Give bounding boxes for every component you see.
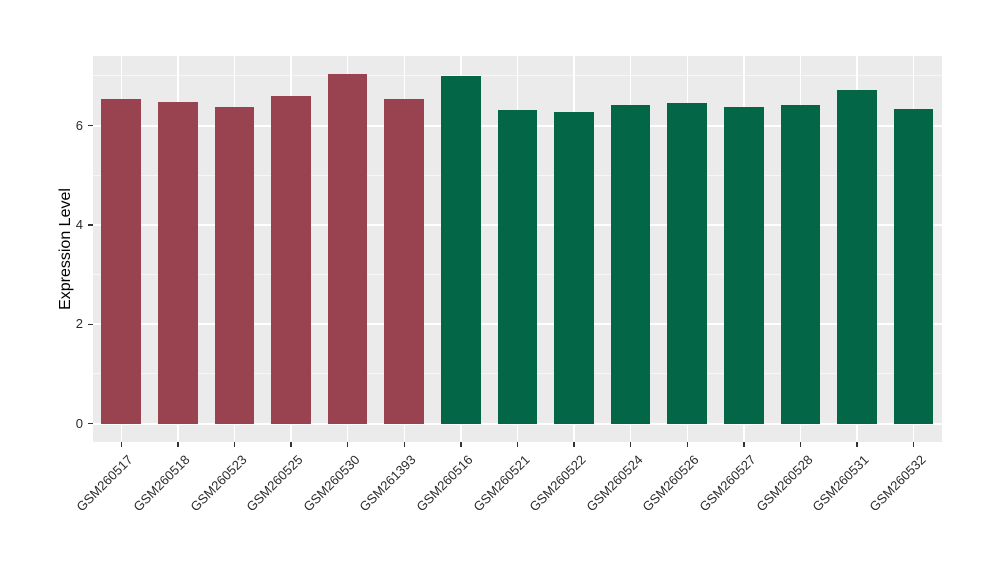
x-tick-mark	[460, 442, 462, 447]
x-tick-mark	[573, 442, 575, 447]
bar-GSM260525	[271, 96, 311, 424]
x-tick-mark	[856, 442, 858, 447]
x-tick-mark	[120, 442, 123, 447]
x-tick-mark	[290, 442, 292, 447]
y-tick-mark	[88, 323, 93, 325]
x-tick-mark	[799, 442, 802, 447]
bar-GSM260531	[837, 90, 877, 424]
x-tick-label-GSM260517: GSM260517	[73, 452, 136, 515]
y-tick-mark	[88, 124, 93, 127]
x-tick-mark	[516, 442, 519, 447]
x-tick-mark	[177, 442, 179, 447]
y-tick-mark	[88, 224, 93, 226]
bar-GSM260523	[214, 106, 255, 424]
bar-GSM260532	[893, 109, 934, 424]
x-tick-mark	[686, 442, 689, 447]
y-tick-label: 4	[75, 216, 83, 232]
x-tick-mark	[233, 442, 236, 447]
bar-GSM260522	[554, 112, 594, 424]
bar-GSM260527	[724, 106, 764, 424]
x-tick-mark	[403, 442, 406, 447]
bar-GSM260521	[497, 110, 538, 424]
bar-GSM260524	[610, 105, 651, 424]
x-tick-mark	[346, 442, 349, 447]
bar-GSM260528	[780, 104, 821, 424]
x-tick-mark	[629, 442, 632, 447]
x-tick-mark	[743, 442, 745, 447]
x-tick-mark	[912, 442, 915, 447]
y-tick-label: 6	[75, 117, 83, 133]
bar-GSM261393	[384, 99, 425, 424]
bar-GSM260530	[327, 74, 368, 424]
y-tick-label: 0	[75, 415, 83, 431]
y-tick-mark	[88, 422, 93, 425]
bar-GSM260516	[441, 75, 481, 424]
bar-GSM260526	[667, 103, 708, 424]
y-tick-label: 2	[75, 316, 83, 332]
bar-GSM260517	[101, 99, 142, 424]
plot-panel	[93, 56, 942, 442]
y-axis-title: Expression Level	[57, 188, 74, 310]
bar-GSM260518	[158, 101, 198, 424]
